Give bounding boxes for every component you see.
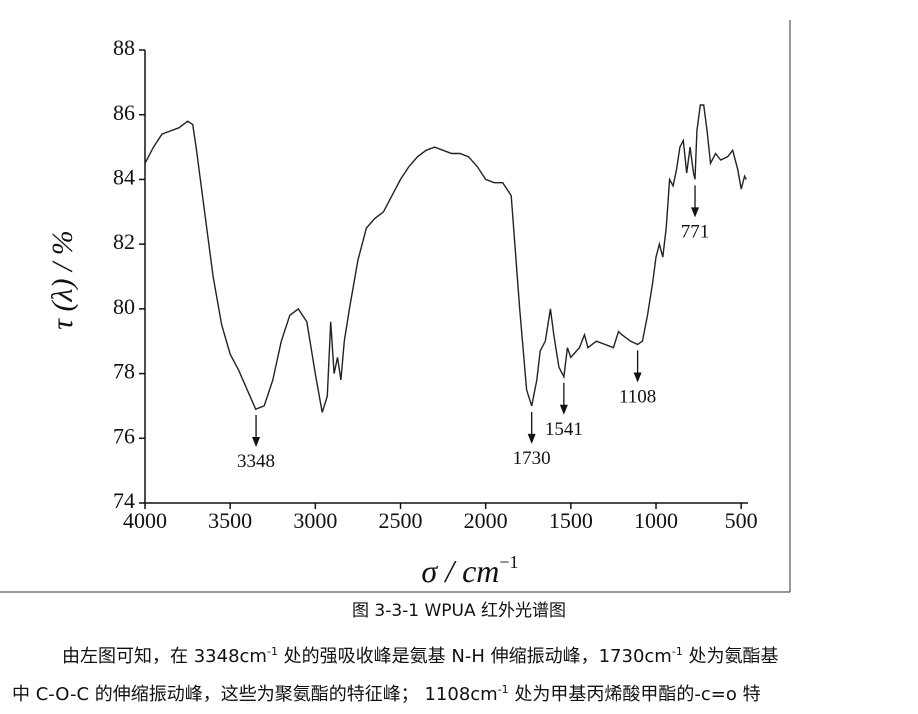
x-tick-label: 1500: [549, 508, 593, 533]
annotation-arrowhead: [252, 437, 261, 448]
annotation-arrowhead: [691, 207, 700, 218]
annotation-label: 1541: [545, 419, 583, 440]
annotation-arrowhead: [633, 372, 642, 383]
x-tick-label: 4000: [123, 508, 167, 533]
x-tick-label: 1000: [634, 508, 678, 533]
y-tick-label: 86: [113, 100, 135, 125]
text-run: 处的强吸收峰是氨基 N-H 伸缩振动峰，1730cm: [277, 646, 672, 667]
x-tick-label: 3000: [293, 508, 337, 533]
text-run: 中 C-O-C 的伸缩振动峰，这些为聚氨酯的特征峰； 1108cm: [12, 684, 498, 705]
x-tick-label: 3500: [208, 508, 252, 533]
superscript: -1: [497, 683, 509, 696]
y-tick-label: 76: [113, 423, 135, 448]
x-tick-label: 500: [725, 508, 758, 533]
text-run: 处为甲基丙烯酸甲酯的-c=o 特: [508, 684, 761, 705]
y-tick-label: 88: [113, 35, 135, 60]
paragraph-line: 中 C-O-C 的伸缩振动峰，这些为聚氨酯的特征峰； 1108cm-1 处为甲基…: [12, 680, 761, 706]
annotation-label: 1730: [513, 448, 551, 469]
annotation-label: 1108: [619, 386, 656, 407]
y-axis-label: τ (λ) / %: [46, 230, 79, 330]
annotation-label: 771: [681, 221, 710, 242]
text-run: 由左图可知，在 3348cm: [62, 646, 267, 667]
y-tick-label: 82: [113, 229, 135, 254]
text-run: 处为氨酯基: [682, 646, 779, 667]
paragraph-line: 由左图可知，在 3348cm-1 处的强吸收峰是氨基 N-H 伸缩振动峰，173…: [62, 642, 779, 668]
y-tick-label: 78: [113, 359, 135, 384]
figure-caption: 图 3-3-1 WPUA 红外光谱图: [351, 601, 567, 621]
x-axis-label-sup: −1: [499, 552, 518, 572]
annotation-arrowhead: [527, 433, 536, 444]
superscript: -1: [671, 645, 683, 658]
y-tick-label: 74: [113, 488, 135, 513]
y-tick-label: 80: [113, 294, 135, 319]
figure: τ (λ) / % σ / cm−1 74 76 78 80 82 84 86 88 4000 3…: [0, 20, 791, 593]
spectrum-line: [144, 104, 747, 413]
x-tick-label: 2000: [464, 508, 508, 533]
x-axis-label: σ / cm−1: [421, 552, 518, 589]
annotation-arrowhead: [559, 404, 568, 415]
y-tick-label: 84: [113, 164, 135, 189]
superscript: -1: [266, 645, 278, 658]
annotation-label: 3348: [237, 451, 275, 472]
x-axis-label-text: σ / cm: [421, 553, 499, 589]
x-tick-label: 2500: [379, 508, 423, 533]
